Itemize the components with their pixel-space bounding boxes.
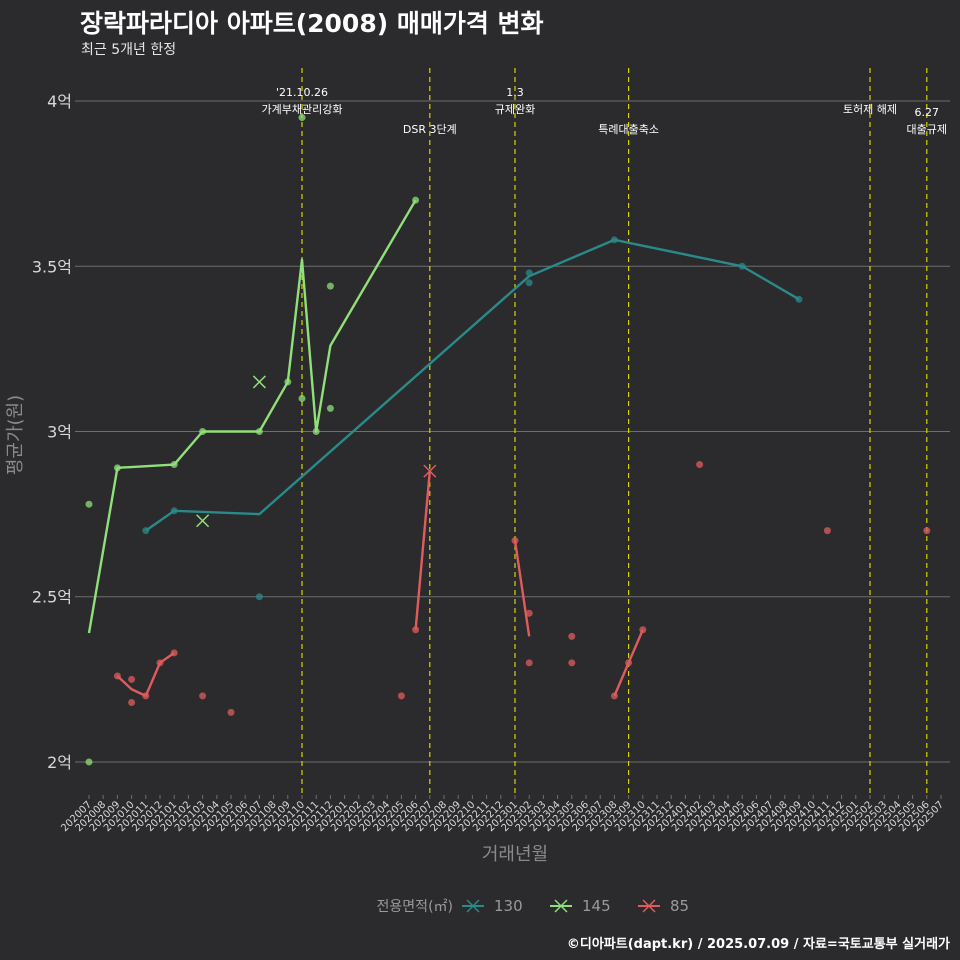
data-point-130 <box>142 527 150 535</box>
y-axis-label: 평균가(원) <box>5 395 26 475</box>
data-point-145 <box>312 428 320 435</box>
data-point-145 <box>199 428 207 435</box>
event-annotation: 1.3 <box>506 86 524 99</box>
event-annotation: 토허제 해제 <box>843 102 897 116</box>
event-annotation: 규제완화 <box>495 103 535 116</box>
series-line-130 <box>145 238 800 532</box>
event-annotation: '21.10.26 <box>276 86 328 99</box>
data-point-85 <box>511 537 519 545</box>
series-lines <box>87 199 800 698</box>
data-point-130 <box>525 269 533 277</box>
y-tick-label: 2.5억 <box>32 588 72 607</box>
data-point-85 <box>923 527 931 535</box>
data-point-85 <box>696 461 704 469</box>
data-point-85 <box>113 672 121 680</box>
data-point-145 <box>412 196 420 204</box>
data-point-85 <box>412 626 420 634</box>
legend-key-cross <box>642 899 656 913</box>
data-point-145 <box>85 758 93 766</box>
cross-marker-145 <box>196 514 210 528</box>
data-point-85 <box>199 692 207 700</box>
data-point-145 <box>170 461 178 469</box>
chart-title: 장락파라디아 아파트(2008) 매매가격 변화 <box>80 9 544 38</box>
event-annotation: 가계부채관리강화 <box>262 103 343 116</box>
data-point-130 <box>738 262 746 270</box>
data-point-85 <box>156 659 164 667</box>
source-caption: ©디아파트(dapt.kr) / 2025.07.09 / 자료=국토교통부 실… <box>566 937 950 952</box>
data-point-145 <box>284 378 292 386</box>
data-point-145 <box>113 464 121 472</box>
data-point-85 <box>568 632 576 640</box>
y-tick-label: 4억 <box>47 92 72 111</box>
legend-key-cross <box>554 899 568 913</box>
data-point-130 <box>610 236 618 244</box>
data-point-85 <box>639 626 647 634</box>
cross-marker-85 <box>423 464 437 478</box>
data-point-85 <box>397 692 405 700</box>
event-annotation: 6.27 <box>915 106 940 119</box>
data-point-85 <box>128 675 136 683</box>
event-annotation: 대출규제 <box>907 123 947 136</box>
data-point-85 <box>170 649 178 657</box>
x-axis: 2020072020082020092020102020112020122021… <box>59 795 946 834</box>
data-point-145 <box>298 114 306 122</box>
data-points <box>85 114 931 766</box>
data-point-85 <box>823 527 831 535</box>
y-tick-label: 3.5억 <box>32 257 72 276</box>
series-line-85 <box>414 471 431 630</box>
series-line-85 <box>513 540 531 637</box>
data-point-145 <box>326 282 334 290</box>
cross-marker-145 <box>252 375 266 389</box>
legend-key-cross <box>466 899 480 913</box>
series-line-145 <box>87 199 417 634</box>
data-point-85 <box>525 609 533 617</box>
data-point-85 <box>142 692 150 700</box>
data-point-85 <box>625 659 633 667</box>
data-point-130 <box>795 295 803 303</box>
legend-label: 130 <box>494 897 523 915</box>
legend-title: 전용면적(㎡) <box>377 899 453 915</box>
legend-label: 145 <box>582 897 611 915</box>
data-point-145 <box>298 394 306 402</box>
data-point-130 <box>170 507 178 515</box>
data-point-145 <box>326 404 334 412</box>
data-point-145 <box>255 428 263 435</box>
legend-item-145: 145 <box>550 897 611 915</box>
data-point-85 <box>610 692 618 700</box>
data-point-85 <box>227 708 235 716</box>
y-tick-label: 3억 <box>47 423 72 442</box>
x-axis-label: 거래년월 <box>482 844 548 865</box>
legend-item-85: 85 <box>638 897 689 915</box>
y-tick-label: 2억 <box>47 753 72 772</box>
event-annotation: DSR 3단계 <box>403 123 457 136</box>
legend: 전용면적(㎡) 130 145 85 <box>377 897 690 915</box>
data-point-130 <box>255 593 263 601</box>
series-line-85 <box>116 651 175 698</box>
data-point-85 <box>525 659 533 667</box>
chart-subtitle: 최근 5개년 한정 <box>81 42 177 58</box>
data-point-85 <box>568 659 576 667</box>
legend-item-130: 130 <box>462 897 523 915</box>
data-point-85 <box>128 698 136 706</box>
y-axis: 2억 2.5억 3억 3.5억 4억 <box>32 92 80 772</box>
data-point-130 <box>525 279 533 287</box>
legend-label: 85 <box>670 897 689 915</box>
event-annotation: 특례대출축소 <box>598 123 659 136</box>
data-point-145 <box>85 500 93 508</box>
